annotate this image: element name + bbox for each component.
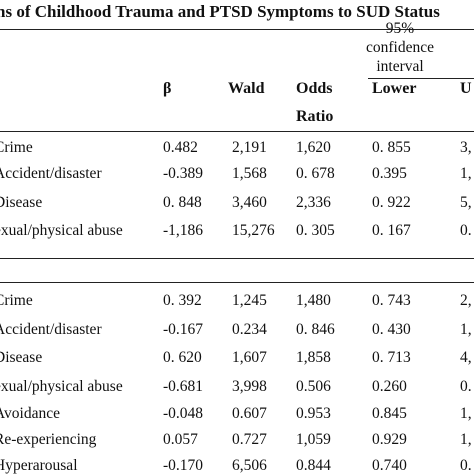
cell-wald: 1,245 (232, 292, 267, 309)
cell-upper: 1, (460, 321, 472, 338)
col-header-lower: Lower (372, 80, 417, 97)
row-label: Disease (0, 349, 43, 366)
cell-odds: 0.844 (296, 457, 331, 474)
cell-wald: 1,568 (232, 165, 267, 182)
header-rule (0, 131, 474, 132)
row-label: Hyperarousal (0, 457, 78, 474)
col-header-beta: β (163, 80, 172, 97)
cell-wald: 3,460 (232, 194, 267, 211)
cell-beta: -0.389 (163, 165, 204, 182)
cell-upper: 1, (460, 165, 472, 182)
cell-upper: 1, (460, 405, 472, 422)
cell-lower: 0.740 (372, 457, 407, 474)
cell-upper: 0. (460, 222, 472, 239)
cell-beta: -0.170 (163, 457, 204, 474)
row-label: Crime (0, 139, 33, 156)
cell-beta: 0. 620 (163, 349, 202, 366)
row-label: Accident/disaster (0, 165, 102, 182)
cell-odds: 0. 846 (296, 321, 335, 338)
cell-beta: 0. 848 (163, 194, 202, 211)
cell-lower: 0.845 (372, 405, 407, 422)
cell-odds: 1,858 (296, 349, 331, 366)
row-label: Re-experiencing (0, 431, 97, 448)
cell-lower: 0. 855 (372, 139, 411, 156)
cell-odds: 0.506 (296, 378, 331, 395)
section-rule-2 (0, 282, 474, 283)
ci-header-line-2: confidence (366, 39, 434, 56)
row-label: exual/physical abuse (0, 378, 123, 395)
cell-beta: 0.057 (163, 431, 198, 448)
cell-upper: 0. (460, 378, 472, 395)
cell-wald: 6,506 (232, 457, 267, 474)
cell-upper: 5, (460, 194, 472, 211)
cell-beta: 0.482 (163, 139, 198, 156)
ci-rule (368, 78, 474, 79)
cell-upper: 0. (460, 457, 472, 474)
cell-lower: 0. 713 (372, 349, 411, 366)
ci-header-line-1: 95% (385, 20, 415, 37)
cell-upper: 4, (460, 349, 472, 366)
row-label: Avoidance (0, 405, 60, 422)
cell-upper: 2, (460, 292, 472, 309)
col-header-ratio: Ratio (296, 108, 334, 125)
cell-beta: -0.048 (163, 405, 204, 422)
cell-odds: 0. 305 (296, 222, 335, 239)
col-header-upper: U (460, 80, 472, 97)
row-label: Accident/disaster (0, 321, 102, 338)
cell-upper: 1, (460, 431, 472, 448)
cell-upper: 3, (460, 139, 472, 156)
cell-wald: 0.607 (232, 405, 267, 422)
cell-lower: 0. 922 (372, 194, 411, 211)
cell-wald: 2,191 (232, 139, 267, 156)
table-title: ns of Childhood Trauma and PTSD Symptoms… (0, 2, 440, 21)
cell-lower: 0. 167 (372, 222, 411, 239)
top-rule (0, 29, 474, 30)
cell-beta: 0. 392 (163, 292, 202, 309)
cell-wald: 15,276 (232, 222, 275, 239)
col-header-wald: Wald (228, 80, 265, 97)
cell-lower: 0.929 (372, 431, 407, 448)
cell-odds: 1,059 (296, 431, 331, 448)
cell-beta: -0.681 (163, 378, 204, 395)
cell-wald: 0.727 (232, 431, 267, 448)
section-rule-1 (0, 258, 474, 259)
cell-beta: -0.167 (163, 321, 204, 338)
cell-wald: 1,607 (232, 349, 267, 366)
cell-beta: -1,186 (163, 222, 204, 239)
cell-lower: 0.260 (372, 378, 407, 395)
row-label: Disease (0, 194, 43, 211)
cell-lower: 0. 430 (372, 321, 411, 338)
ci-header-line-3: interval (376, 58, 424, 75)
row-label: exual/physical abuse (0, 222, 123, 239)
cell-odds: 1,620 (296, 139, 331, 156)
cell-lower: 0.395 (372, 165, 407, 182)
cell-odds: 0.953 (296, 405, 331, 422)
cell-odds: 0. 678 (296, 165, 335, 182)
cell-wald: 3,998 (232, 378, 267, 395)
cell-odds: 2,336 (296, 194, 331, 211)
cell-odds: 1,480 (296, 292, 331, 309)
cell-wald: 0.234 (232, 321, 267, 338)
row-label: Crime (0, 292, 33, 309)
cell-lower: 0. 743 (372, 292, 411, 309)
col-header-odds: Odds (296, 80, 333, 97)
